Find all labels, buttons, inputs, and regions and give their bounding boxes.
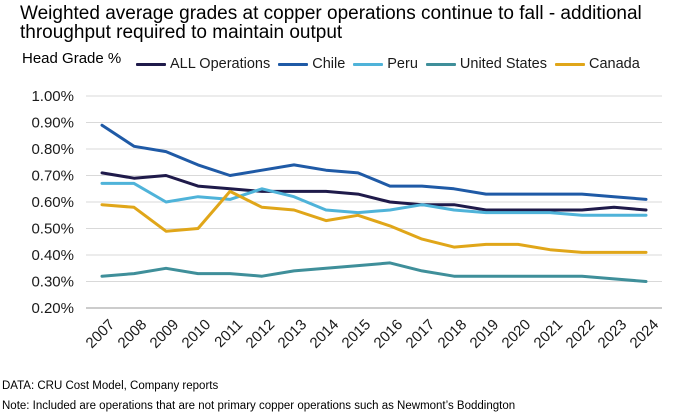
- legend-item-peru: Peru: [353, 56, 418, 72]
- x-tick-labels: 2007200820092010201120122013201420152016…: [83, 316, 663, 352]
- y-tick-labels: 0.20% 0.30% 0.40% 0.50% 0.60% 0.70% 0.80% 0.90%…: [31, 88, 74, 317]
- x-tick-label: 2012: [243, 316, 279, 352]
- legend-swatch: [425, 62, 456, 66]
- series-lines: [100, 123, 648, 283]
- legend-label: Peru: [387, 56, 418, 72]
- x-tick-label: 2022: [563, 316, 599, 352]
- x-tick-label: 2014: [307, 316, 343, 352]
- y-tick-label: 0.50%: [31, 221, 74, 238]
- footnote: Note: Included are operations that are n…: [2, 400, 516, 412]
- y-tick-label: 0.40%: [31, 247, 74, 264]
- series-line-peru: [100, 181, 648, 217]
- legend-item-all-operations: ALL Operations: [136, 56, 270, 72]
- x-tick-label: 2018: [435, 316, 471, 352]
- x-tick-label: 2013: [275, 316, 311, 352]
- y-tick-label: 0.80%: [31, 141, 74, 158]
- x-tick-label: 2010: [179, 316, 215, 352]
- series-line-canada: [100, 189, 648, 254]
- legend-label: ALL Operations: [170, 56, 271, 72]
- y-tick-label: 0.20%: [31, 300, 74, 317]
- legend-item-chile: Chile: [278, 56, 345, 72]
- y-tick-label: 1.00%: [31, 88, 74, 105]
- legend-swatch: [554, 62, 585, 66]
- legend-item-united-states: United States: [425, 56, 547, 72]
- legend-swatch: [353, 62, 384, 66]
- y-tick-label: 0.60%: [31, 194, 74, 211]
- series-line-all-operations: [100, 171, 648, 212]
- y-tick-label: 0.70%: [31, 168, 74, 185]
- legend-label: Canada: [588, 56, 640, 72]
- x-tick-label: 2008: [115, 316, 151, 352]
- x-tick-label: 2007: [83, 316, 119, 352]
- legend-swatch: [136, 62, 166, 66]
- legend-label: United States: [459, 56, 547, 72]
- chart-title: Weighted average grades at copper operat…: [20, 3, 642, 43]
- x-tick-label: 2017: [403, 316, 439, 352]
- x-tick-label: 2020: [499, 316, 535, 352]
- series-line-united-states: [100, 261, 648, 283]
- x-tick-label: 2021: [531, 316, 567, 352]
- y-axis-label: Head Grade %: [22, 50, 122, 67]
- x-tick-label: 2023: [595, 316, 631, 352]
- x-tick-label: 2016: [371, 316, 407, 352]
- x-tick-label: 2009: [147, 316, 183, 352]
- x-tick-label: 2024: [627, 316, 663, 352]
- legend-swatch: [278, 62, 309, 66]
- legend-label: Chile: [312, 56, 346, 72]
- x-tick-label: 2011: [211, 316, 246, 351]
- legend-item-canada: Canada: [554, 56, 640, 72]
- x-tick-label: 2019: [467, 316, 503, 352]
- chart-legend: ALL Operations Chile Peru United States Cana…: [136, 56, 648, 72]
- y-tick-label: 0.90%: [31, 115, 74, 132]
- source-note: DATA: CRU Cost Model, Company reports: [2, 380, 219, 392]
- series-line-chile: [100, 123, 648, 201]
- x-tick-label: 2015: [339, 316, 375, 352]
- y-tick-label: 0.30%: [31, 274, 74, 291]
